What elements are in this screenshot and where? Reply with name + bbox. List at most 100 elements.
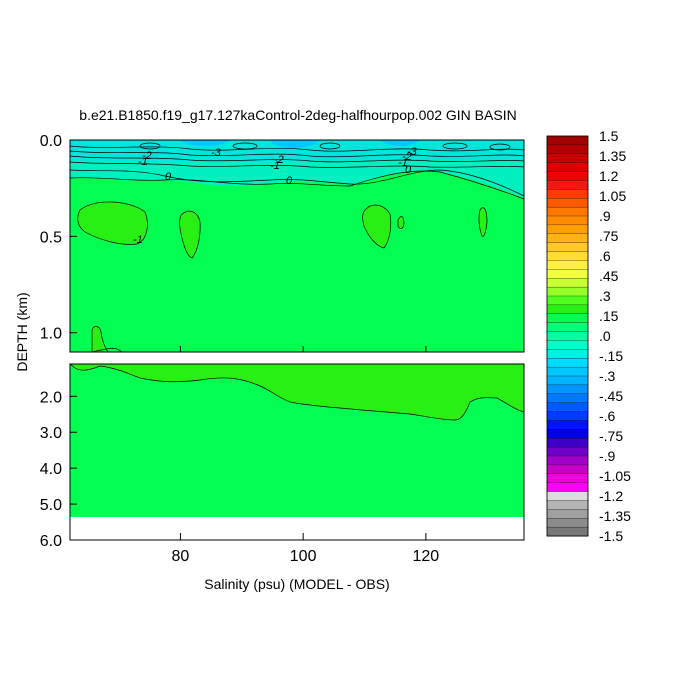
colorbar-swatch (546, 518, 589, 528)
colorbar-swatch (546, 429, 589, 439)
colorbar-swatch (546, 180, 589, 190)
contour-label: 0 (405, 164, 412, 176)
colorbar-swatch (546, 473, 589, 484)
colorbar-swatch (546, 509, 589, 519)
y-tick-label: 0.5 (40, 229, 62, 246)
colorbar-swatch (546, 198, 589, 208)
colorbar-label: 1.5 (599, 128, 619, 144)
y-tick-label: 4.0 (40, 461, 62, 478)
colorbar-label: -1.05 (599, 468, 631, 484)
contour-label: 0 (286, 175, 293, 187)
lower-panel (69, 363, 525, 541)
colorbar-label: .3 (599, 288, 611, 304)
contour-label: -2 (142, 150, 152, 162)
colorbar-label: -1.35 (599, 508, 631, 524)
colorbar-swatch (546, 215, 589, 226)
colorbar-label: 1.05 (599, 188, 626, 204)
colorbar-label: 1.2 (599, 168, 619, 184)
colorbar-swatch (546, 322, 589, 333)
colorbar-swatch (546, 135, 589, 146)
y-tick-label: 5.0 (40, 497, 62, 514)
contour-label: -2 (402, 151, 412, 163)
colorbar-swatch (546, 482, 589, 493)
y-tick-label: 2.0 (40, 389, 62, 406)
colorbar-swatch (546, 313, 589, 324)
colorbar: 1.5 1.35 1.2 1.05 .9 .75 .6 .45 .3 .15 .0 -.15 -.3 -.… (546, 128, 631, 544)
upper-surface-deep (180, 140, 420, 149)
colorbar-label: -.75 (599, 428, 623, 444)
colorbar-swatch (546, 358, 589, 368)
colorbar-swatch (546, 375, 589, 386)
upper-bottom-contour (91, 347, 123, 353)
colorbar-swatch (546, 171, 589, 181)
colorbar-swatch (546, 500, 589, 510)
colorbar-label: .45 (599, 268, 619, 284)
colorbar-label: -1.2 (599, 488, 623, 504)
upper-contours (69, 142, 525, 200)
colorbar-swatch (546, 446, 589, 457)
colorbar-swatch (546, 286, 589, 297)
colorbar-swatch (546, 269, 589, 279)
colorbar-swatch (546, 455, 589, 466)
y-tick-label: 6.0 (40, 533, 62, 550)
lower-positive-region (69, 363, 525, 421)
colorbar-swatch (546, 349, 589, 359)
colorbar-swatch (546, 438, 589, 448)
x-tick-label: 100 (290, 548, 317, 565)
y-tick-label: 1.0 (40, 326, 62, 343)
colorbar-swatch (546, 144, 589, 155)
colorbar-label: .75 (599, 228, 619, 244)
colorbar-swatch (546, 464, 589, 475)
colorbar-swatch (546, 242, 589, 253)
x-axis: 80 100 120 (172, 346, 439, 565)
colorbar-swatch (546, 526, 589, 537)
y-tick-label: 0.0 (40, 133, 62, 150)
colorbar-label: .0 (599, 328, 611, 344)
colorbar-swatch (546, 162, 589, 173)
x-tick-label: 120 (412, 548, 439, 565)
contour-label: 0 (165, 171, 172, 183)
colorbar-swatch (546, 233, 589, 244)
colorbar-swatch (546, 278, 589, 288)
contour-label: -1 (138, 156, 148, 168)
y-axis-label: DEPTH (km) (14, 292, 30, 371)
x-tick-label: 80 (172, 548, 190, 565)
contour-label: -1 (133, 234, 143, 246)
colorbar-swatch (546, 260, 589, 270)
colorbar-swatch (546, 384, 589, 395)
upper-positive-patches (77, 201, 488, 353)
colorbar-swatch (546, 331, 589, 341)
colorbar-swatch (546, 491, 589, 501)
colorbar-swatch (546, 402, 589, 413)
colorbar-label: .6 (599, 248, 611, 264)
colorbar-label: -.6 (599, 408, 616, 424)
colorbar-swatch (546, 206, 589, 217)
contour-label: -3 (407, 146, 418, 158)
colorbar-label: -.3 (599, 368, 616, 384)
colorbar-label: .15 (599, 308, 619, 324)
colorbar-swatch (546, 295, 589, 306)
colorbar-swatch (546, 189, 589, 199)
colorbar-swatch (546, 393, 589, 404)
colorbar-swatch (546, 411, 589, 421)
colorbar-label: -.15 (599, 348, 623, 364)
colorbar-label: 1.35 (599, 148, 626, 164)
colorbar-swatch (546, 366, 589, 377)
y-axis-upper: 0.0 0.5 1.0 (40, 133, 77, 343)
y-axis-lower: 2.0 3.0 4.0 5.0 6.0 (40, 389, 77, 550)
colorbar-label: -.45 (599, 388, 623, 404)
colorbar-label: -1.5 (599, 528, 623, 544)
upper-contour-labels: -3 -2 -1 0 -2 -1 0 -3 -2 -1 0 -1 (133, 146, 418, 246)
contour-label: -2 (274, 154, 284, 166)
colorbar-label: .9 (599, 208, 611, 224)
colorbar-swatch (546, 340, 589, 350)
contour-label: -1 (270, 160, 280, 172)
colorbar-label: -.9 (599, 448, 616, 464)
chart-title: b.e21.B1850.f19_g17.127kaControl-2deg-ha… (79, 107, 516, 123)
lower-panel-frame (69, 363, 525, 541)
colorbar-swatch (546, 251, 589, 261)
contour-label: -1 (398, 157, 408, 169)
upper-panel-frame (69, 139, 525, 353)
contour-label: -3 (211, 147, 222, 159)
